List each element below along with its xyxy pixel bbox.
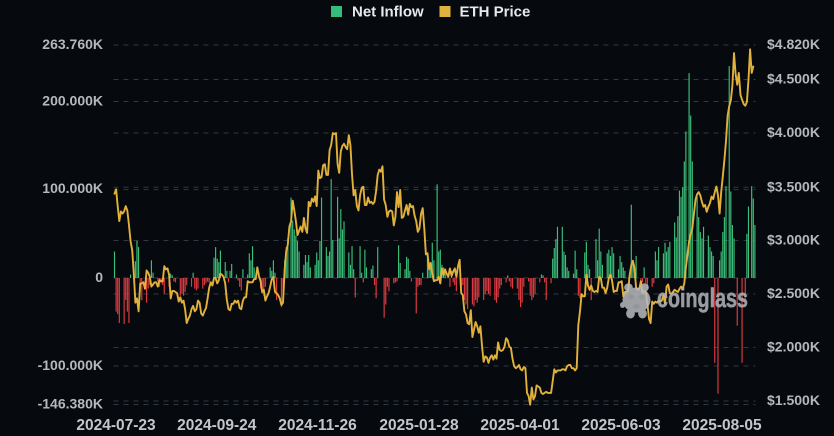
svg-text:100.000K: 100.000K bbox=[42, 180, 103, 196]
svg-text:2024-11-26: 2024-11-26 bbox=[278, 417, 357, 434]
svg-text:2024-09-24: 2024-09-24 bbox=[177, 417, 257, 434]
svg-text:$2.000K: $2.000K bbox=[767, 339, 820, 355]
svg-text:-146.380K: -146.380K bbox=[38, 396, 103, 412]
svg-text:2024-07-23: 2024-07-23 bbox=[76, 417, 156, 434]
svg-text:$4.500K: $4.500K bbox=[767, 71, 820, 87]
svg-text:$3.000K: $3.000K bbox=[767, 232, 820, 248]
svg-text:0: 0 bbox=[95, 269, 103, 285]
svg-text:coinglass: coinglass bbox=[657, 283, 748, 313]
svg-text:$1.500K: $1.500K bbox=[767, 392, 820, 408]
svg-text:$2.500K: $2.500K bbox=[767, 285, 820, 301]
svg-text:2025-08-05: 2025-08-05 bbox=[682, 417, 762, 434]
svg-text:Net Inflow: Net Inflow bbox=[352, 4, 424, 21]
svg-text:$3.500K: $3.500K bbox=[767, 178, 820, 194]
svg-text:200.000K: 200.000K bbox=[42, 93, 103, 109]
svg-text:$4.820K: $4.820K bbox=[767, 36, 820, 52]
svg-text:2025-04-01: 2025-04-01 bbox=[480, 417, 560, 434]
svg-text:2025-06-03: 2025-06-03 bbox=[581, 417, 661, 434]
svg-text:$4.000K: $4.000K bbox=[767, 124, 820, 140]
svg-text:2025-01-28: 2025-01-28 bbox=[379, 417, 459, 434]
svg-text:263.760K: 263.760K bbox=[42, 36, 103, 52]
svg-text:-100.000K: -100.000K bbox=[38, 357, 103, 373]
svg-text:ETH Price: ETH Price bbox=[460, 4, 531, 21]
